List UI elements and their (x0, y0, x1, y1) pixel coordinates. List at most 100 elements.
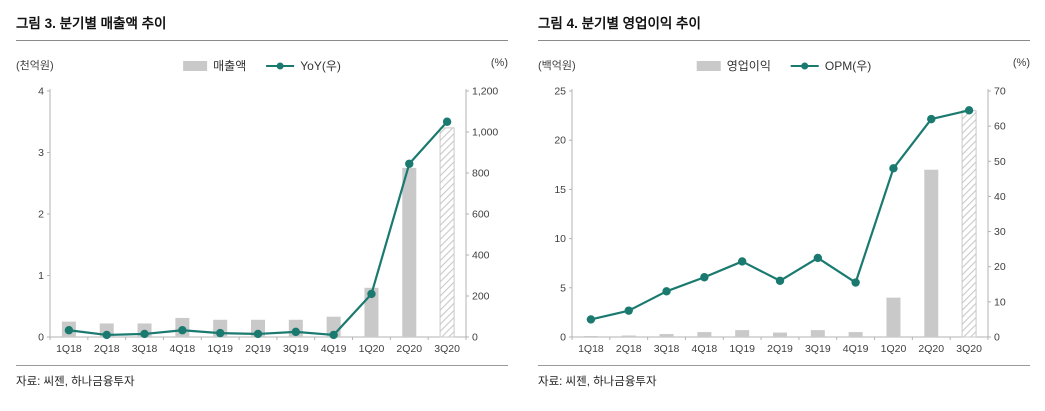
source-note-operating-profit: 자료: 씨젠, 하나금융투자 (538, 365, 1030, 389)
right-tick-label: 30 (994, 226, 1006, 238)
bar-swatch (183, 60, 208, 71)
data-point (253, 329, 263, 339)
x-axis-label: 2Q19 (767, 343, 793, 355)
right-tick-label: 1,200 (472, 86, 498, 98)
data-point (624, 306, 633, 315)
bar (810, 330, 825, 337)
legend-item-bar: 매출액 (183, 57, 246, 74)
bar (924, 169, 939, 337)
trend-line (68, 121, 448, 337)
bar (697, 332, 712, 337)
bar (583, 336, 598, 337)
bar (659, 334, 674, 337)
data-point (367, 289, 376, 299)
data-point (586, 315, 596, 324)
legend-item-bar: 영업이익 (696, 57, 771, 74)
left-tick-label: 10 (554, 233, 566, 245)
data-point (775, 276, 785, 285)
left-tick-label: 4 (38, 86, 44, 98)
legend-item-line: YoY(우) (266, 57, 341, 74)
left-tick-label: 20 (554, 135, 566, 147)
x-axis-label: 4Q18 (692, 343, 718, 355)
data-point (662, 287, 671, 296)
data-point (329, 330, 338, 340)
legend-revenue: 매출액 YoY(우) (183, 57, 341, 74)
x-axis-label: 2Q18 (616, 343, 642, 355)
right-tick-label: 70 (994, 86, 1006, 98)
data-point (291, 327, 301, 337)
left-tick-label: 3 (38, 147, 44, 159)
left-tick-label: 0 (38, 332, 44, 344)
x-axis-label: 4Q19 (321, 343, 347, 355)
legend-label-bar: 매출액 (213, 59, 247, 73)
right-tick-label: 60 (994, 121, 1006, 133)
data-point (889, 164, 898, 173)
bar (848, 332, 863, 337)
legend-label-line: OPM(우) (824, 59, 872, 73)
line-swatch (790, 62, 819, 69)
bar (735, 330, 750, 337)
data-point (178, 326, 187, 335)
data-point (102, 330, 111, 340)
chart-area-revenue: (천억원) (%) 매출액 YoY(우) 0 1 2 3 4 0 200 400 600 800 1… (16, 57, 508, 359)
x-axis-label: 3Q20 (434, 343, 460, 355)
x-axis-label: 1Q18 (56, 343, 82, 355)
source-note-revenue: 자료: 씨젠, 하나금융투자 (16, 365, 508, 389)
data-point (927, 114, 936, 124)
right-tick-label: 10 (994, 296, 1006, 308)
chart-area-operating-profit: (백억원) (%) 영업이익 OPM(우) 0 5 10 15 20 25 0 10 20 30 4… (538, 57, 1030, 359)
right-tick-label: 200 (472, 291, 490, 303)
left-tick-label: 5 (560, 282, 566, 294)
right-tick-label: 20 (994, 261, 1006, 273)
data-point (737, 257, 747, 266)
bar-swatch (696, 60, 721, 71)
data-point (964, 106, 974, 115)
x-axis-label: 2Q18 (94, 343, 120, 355)
trend-line (590, 109, 970, 321)
left-tick-label: 0 (560, 332, 566, 344)
data-point (813, 253, 823, 263)
revenue-chart-svg: 0 1 2 3 4 0 200 400 600 800 1,000 1,200 1Q18 2Q18 3Q18… (38, 86, 498, 356)
line-swatch (266, 62, 295, 69)
bar-estimate (439, 127, 455, 338)
x-axis-label: 1Q19 (729, 343, 755, 355)
x-axis-label: 1Q19 (207, 343, 233, 355)
left-tick-label: 25 (554, 86, 566, 98)
right-tick-label: 600 (472, 209, 490, 221)
x-axis-label: 3Q19 (283, 343, 309, 355)
chart-panel-operating-profit: 그림 4. 분기별 영업이익 추이 (백억원) (%) 영업이익 OPM(우) … (538, 12, 1030, 399)
x-axis-label: 3Q18 (132, 343, 158, 355)
chart-title-operating-profit: 그림 4. 분기별 영업이익 추이 (538, 12, 1030, 41)
x-axis-label: 4Q18 (170, 343, 196, 355)
data-point (64, 326, 74, 335)
x-axis-label: 1Q20 (881, 343, 907, 355)
x-axis-label: 2Q20 (396, 343, 422, 355)
right-axis-unit-label: (%) (1012, 57, 1030, 69)
x-axis-label: 2Q20 (918, 343, 944, 355)
legend-label-bar: 영업이익 (726, 59, 771, 73)
line-marker-icon (801, 62, 809, 69)
left-tick-label: 1 (38, 270, 44, 282)
x-axis-label: 1Q18 (578, 343, 604, 355)
x-axis-label: 4Q19 (843, 343, 869, 355)
legend-item-line: OPM(우) (790, 57, 872, 74)
bar (773, 332, 787, 337)
line-marker-icon (276, 62, 284, 69)
right-axis-unit-label: (%) (490, 57, 508, 69)
right-tick-label: 0 (472, 332, 478, 344)
right-tick-label: 40 (994, 191, 1006, 203)
data-point (140, 329, 149, 339)
chart-title-revenue: 그림 3. 분기별 매출액 추이 (16, 12, 508, 41)
x-axis-label: 3Q20 (956, 343, 982, 355)
bar (402, 167, 417, 337)
right-tick-label: 50 (994, 156, 1006, 168)
data-point (442, 117, 452, 126)
left-axis-unit-label: (천억원) (16, 60, 54, 72)
right-tick-label: 0 (994, 332, 1000, 344)
data-point (215, 328, 225, 338)
operating-profit-chart-svg: 0 5 10 15 20 25 0 10 20 30 40 50 60 70 1Q18 2Q18 3Q18 4Q1… (554, 86, 1006, 356)
legend-label-line: YoY(우) (300, 59, 341, 73)
data-point (405, 159, 414, 168)
